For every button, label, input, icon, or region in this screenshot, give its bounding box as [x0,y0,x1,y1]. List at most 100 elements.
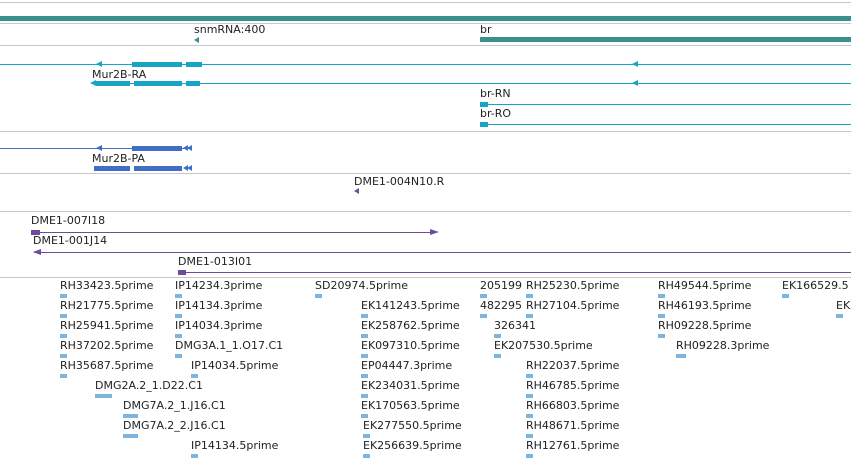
est-marker[interactable] [361,334,368,338]
est-marker[interactable] [60,374,67,378]
est-marker[interactable] [782,294,789,298]
est-marker[interactable] [363,454,370,458]
bac-end-arrow[interactable] [430,229,439,235]
est-marker[interactable] [480,294,487,298]
est-marker[interactable] [95,394,112,398]
est-label[interactable]: RH49544.5prime [658,279,752,292]
mur2b-exon[interactable] [186,81,200,86]
est-label[interactable]: IP14034.5prime [191,359,279,372]
est-marker[interactable] [361,354,368,358]
br-gene-bar[interactable] [480,37,851,42]
bac-label-dme1-007i18[interactable]: DME1-007I18 [31,214,106,227]
est-marker[interactable] [836,314,843,318]
est-label[interactable]: IP14134.5prime [191,439,279,452]
est-marker[interactable] [315,294,322,298]
transcript-label-mur2b-ra[interactable]: Mur2B-RA [92,68,147,81]
est-label[interactable]: RH22037.5prime [526,359,620,372]
est-marker[interactable] [363,434,370,438]
est-label[interactable]: 205199 [480,279,522,292]
cds-label-mur2b-pa[interactable]: Mur2B-PA [92,152,145,165]
est-label[interactable]: EK277550.5prime [363,419,462,432]
est-label[interactable]: RH33423.5prime [60,279,154,292]
est-label[interactable]: DMG7A.2_1.J16.C1 [123,399,226,412]
est-marker[interactable] [123,434,138,438]
feature-label-br[interactable]: br [480,23,492,36]
mur2b-cds-block[interactable] [94,166,130,171]
est-label[interactable]: RH48671.5prime [526,419,620,432]
est-marker[interactable] [526,414,533,418]
est-label[interactable]: RH46785.5prime [526,379,620,392]
est-label[interactable]: SD20974.5prime [315,279,408,292]
feature-label-snmrna[interactable]: snmRNA:400 [194,23,266,36]
est-marker[interactable] [175,334,182,338]
est-label[interactable]: EK166529.5 [782,279,849,292]
est-label[interactable]: RH46193.5prime [658,299,752,312]
br-ro-exon[interactable] [480,122,488,127]
est-marker[interactable] [60,354,67,358]
est-label[interactable]: RH09228.3prime [676,339,770,352]
scaffold-bar[interactable] [0,16,851,21]
bac-clone-line[interactable] [178,272,851,273]
est-label[interactable]: IP14034.3prime [175,319,263,332]
bac-clone-line[interactable] [31,232,431,233]
bac-label-dme1-004n10r[interactable]: DME1-004N10.R [354,175,445,188]
bac-end-block[interactable] [31,230,40,235]
est-marker[interactable] [175,354,182,358]
transcript-line[interactable] [480,124,851,125]
transcript-line[interactable] [480,104,851,105]
est-label[interactable]: RH35687.5prime [60,359,154,372]
est-label[interactable]: RH09228.5prime [658,319,752,332]
transcript-line[interactable] [92,83,851,84]
bac-label-dme1-001j14[interactable]: DME1-001J14 [33,234,108,247]
est-label[interactable]: RH25941.5prime [60,319,154,332]
est-label[interactable]: EK207530.5prime [494,339,593,352]
est-marker[interactable] [60,334,67,338]
est-marker[interactable] [526,394,533,398]
est-label[interactable]: RH12761.5prime [526,439,620,452]
est-marker[interactable] [526,314,533,318]
est-marker[interactable] [494,354,501,358]
est-marker[interactable] [361,394,368,398]
est-marker[interactable] [361,314,368,318]
est-marker[interactable] [480,314,487,318]
est-label[interactable]: 482295 [480,299,522,312]
transcript-label-br-ro[interactable]: br-RO [480,107,512,120]
est-label[interactable]: EK [836,299,851,312]
est-label[interactable]: 326341 [494,319,536,332]
snmrna-feature-arrow[interactable] [194,37,199,43]
mur2b-exon[interactable] [134,81,182,86]
transcript-line[interactable] [0,64,851,65]
est-marker[interactable] [361,414,368,418]
est-label[interactable]: RH37202.5prime [60,339,154,352]
est-label[interactable]: RH66803.5prime [526,399,620,412]
est-label[interactable]: DMG3A.1_1.O17.C1 [175,339,284,352]
est-marker[interactable] [175,314,182,318]
est-label[interactable]: DMG2A.2_1.D22.C1 [95,379,203,392]
est-marker[interactable] [658,314,665,318]
est-label[interactable]: RH27104.5prime [526,299,620,312]
est-label[interactable]: EK097310.5prime [361,339,460,352]
bac-clone-line[interactable] [34,252,851,253]
transcript-label-br-rn[interactable]: br-RN [480,87,511,100]
est-marker[interactable] [60,294,67,298]
bac-end-arrow[interactable] [33,249,41,255]
mur2b-cds-block[interactable] [134,166,182,171]
est-marker[interactable] [361,374,368,378]
est-label[interactable]: EK234031.5prime [361,379,460,392]
est-marker[interactable] [60,314,67,318]
est-marker[interactable] [676,354,686,358]
est-marker[interactable] [191,454,198,458]
est-label[interactable]: EK141243.5prime [361,299,460,312]
est-marker[interactable] [494,334,501,338]
br-rn-exon[interactable] [480,102,488,107]
est-label[interactable]: DMG7A.2_2.J16.C1 [123,419,226,432]
est-marker[interactable] [658,334,665,338]
est-label[interactable]: IP14234.3prime [175,279,263,292]
est-marker[interactable] [526,294,533,298]
est-marker[interactable] [658,294,665,298]
mur2b-exon[interactable] [186,62,202,67]
est-label[interactable]: IP14134.3prime [175,299,263,312]
mur2b-exon[interactable] [132,62,182,67]
mur2b-cds-block[interactable] [132,146,182,151]
est-marker[interactable] [123,414,138,418]
